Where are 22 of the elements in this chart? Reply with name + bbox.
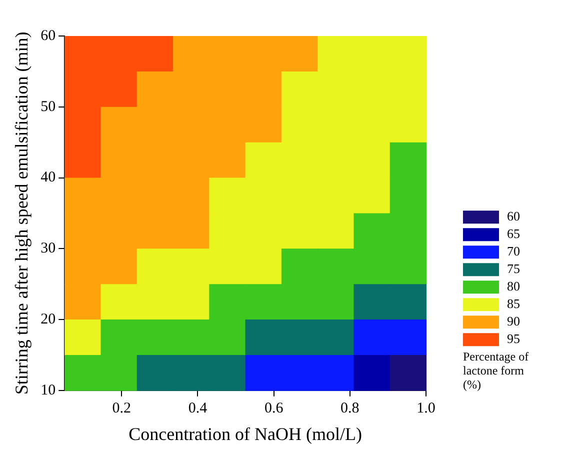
- x-tick-label: 0.2: [112, 400, 132, 416]
- y-tick-label: 40: [40, 170, 56, 186]
- color-bar-label: 60: [507, 208, 520, 224]
- color-bar-label: 70: [507, 244, 520, 259]
- x-axis-title: Concentration of NaOH (mol/L): [128, 424, 362, 444]
- y-axis-title: Stirring time after high speed emulsification (min): [12, 32, 32, 395]
- color-bar-title: Percentage of lactone form (%): [463, 350, 529, 392]
- y-tick-label: 10: [40, 382, 56, 398]
- color-bar-label: 75: [507, 261, 520, 276]
- x-tick-label: 1.0: [416, 400, 436, 416]
- color-bar-label: 95: [507, 331, 520, 346]
- x-tick-label: 0.6: [264, 400, 284, 416]
- color-bar-label: 90: [507, 314, 520, 329]
- x-tick-label: 0.4: [188, 400, 208, 416]
- x-tick-label: 0.8: [340, 400, 360, 416]
- y-tick-label: 30: [40, 240, 56, 257]
- color-bar-label: 65: [507, 226, 520, 242]
- y-tick-label: 60: [40, 28, 56, 44]
- color-bar-label: 80: [507, 278, 520, 294]
- y-tick-label: 50: [40, 98, 56, 115]
- color-bar-label: 85: [507, 296, 520, 312]
- y-tick-label: 20: [40, 311, 56, 328]
